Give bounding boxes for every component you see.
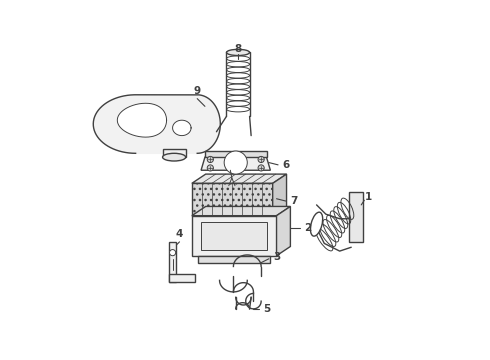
- Text: 3: 3: [273, 252, 280, 262]
- Polygon shape: [192, 216, 276, 256]
- Circle shape: [207, 156, 214, 163]
- Text: 9: 9: [194, 86, 201, 96]
- Circle shape: [170, 249, 176, 256]
- Polygon shape: [276, 206, 291, 256]
- Text: 7: 7: [290, 196, 297, 206]
- Polygon shape: [117, 103, 167, 137]
- Circle shape: [207, 165, 214, 171]
- Polygon shape: [205, 151, 267, 157]
- Polygon shape: [192, 174, 287, 183]
- Text: 2: 2: [304, 223, 311, 233]
- Polygon shape: [273, 174, 287, 216]
- Text: 4: 4: [176, 229, 183, 239]
- Polygon shape: [169, 242, 176, 282]
- Polygon shape: [169, 274, 195, 282]
- Polygon shape: [163, 149, 186, 157]
- Polygon shape: [172, 120, 191, 136]
- Text: 6: 6: [282, 160, 290, 170]
- Ellipse shape: [311, 212, 323, 236]
- Polygon shape: [192, 206, 291, 216]
- Polygon shape: [198, 256, 270, 264]
- Text: 8: 8: [234, 44, 242, 54]
- Ellipse shape: [226, 49, 249, 55]
- Text: 5: 5: [263, 304, 270, 314]
- Circle shape: [258, 165, 264, 171]
- Polygon shape: [93, 95, 220, 153]
- Polygon shape: [349, 192, 363, 242]
- Circle shape: [258, 156, 264, 163]
- Polygon shape: [192, 183, 273, 216]
- Text: 1: 1: [366, 192, 372, 202]
- Ellipse shape: [163, 153, 186, 161]
- Polygon shape: [201, 222, 268, 249]
- Polygon shape: [201, 157, 270, 170]
- Circle shape: [224, 151, 247, 174]
